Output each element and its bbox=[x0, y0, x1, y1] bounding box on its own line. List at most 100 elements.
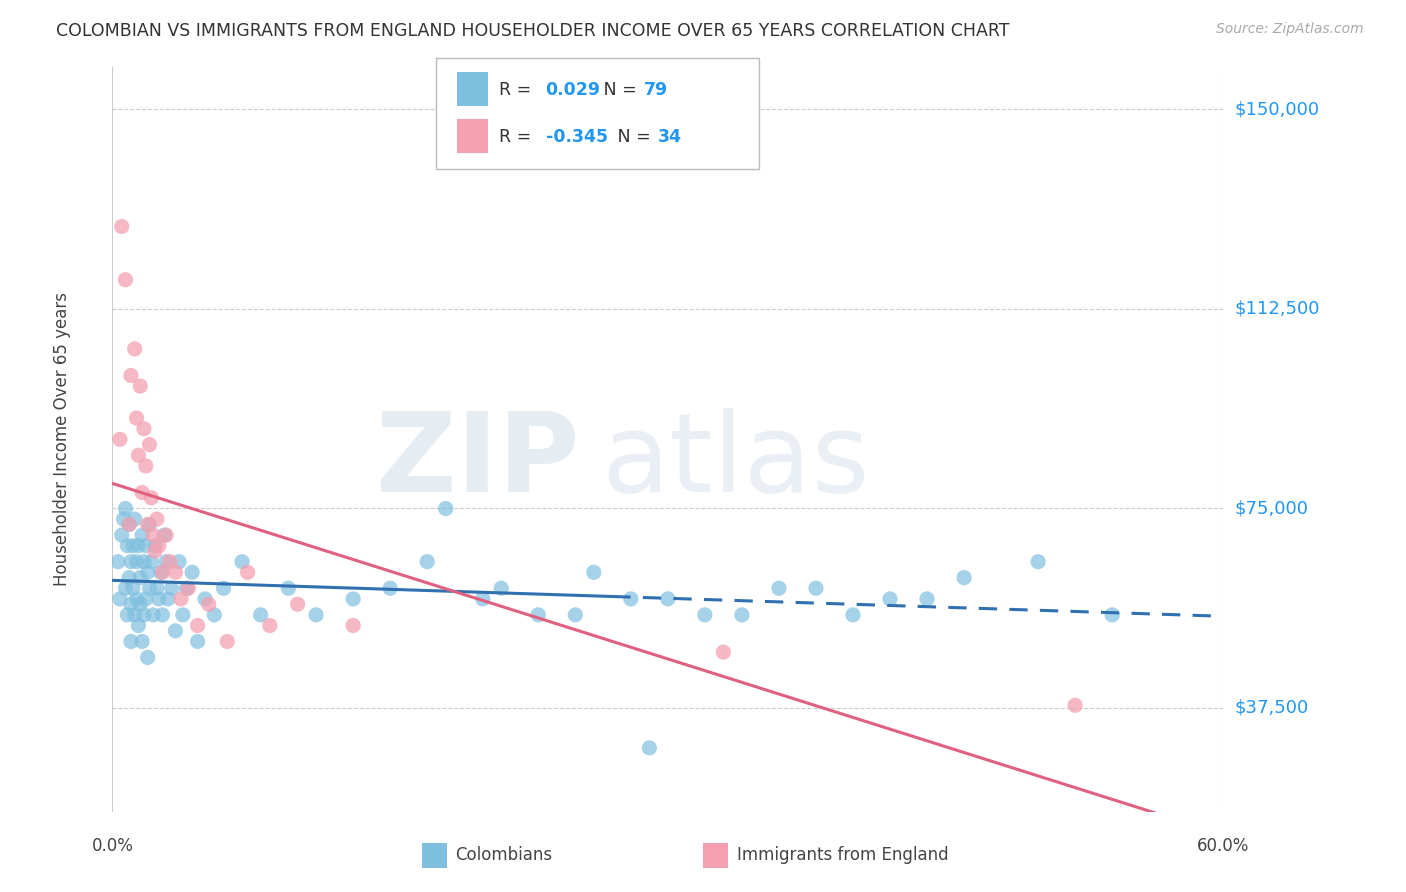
Point bbox=[143, 544, 166, 558]
Point bbox=[915, 591, 938, 606]
Point bbox=[197, 597, 219, 611]
Point bbox=[132, 607, 155, 622]
Point bbox=[491, 582, 513, 596]
Text: 60.0%: 60.0% bbox=[1197, 837, 1250, 855]
Point bbox=[167, 555, 190, 569]
Text: R =: R = bbox=[499, 81, 537, 99]
Point bbox=[159, 555, 181, 569]
Point bbox=[141, 491, 163, 505]
Point bbox=[141, 555, 163, 569]
Point bbox=[176, 582, 198, 596]
Point bbox=[804, 582, 827, 596]
Point bbox=[114, 582, 136, 596]
Point bbox=[416, 555, 439, 569]
Point bbox=[136, 566, 159, 580]
Point bbox=[120, 597, 142, 611]
Text: 79: 79 bbox=[644, 81, 668, 99]
Point bbox=[127, 618, 149, 632]
Point bbox=[564, 607, 586, 622]
Point bbox=[249, 607, 271, 622]
Point bbox=[155, 528, 177, 542]
Point bbox=[527, 607, 550, 622]
Text: 34: 34 bbox=[658, 128, 682, 146]
Point bbox=[713, 645, 735, 659]
Point bbox=[305, 607, 328, 622]
Point bbox=[638, 740, 661, 755]
Point bbox=[120, 634, 142, 648]
Point bbox=[131, 528, 153, 542]
Point bbox=[138, 582, 160, 596]
Point bbox=[138, 437, 160, 451]
Point bbox=[135, 539, 157, 553]
Point bbox=[120, 555, 142, 569]
Point bbox=[202, 607, 225, 622]
Point bbox=[236, 566, 259, 580]
Point bbox=[181, 566, 204, 580]
Point bbox=[217, 634, 239, 648]
Point bbox=[135, 458, 157, 473]
Point bbox=[117, 607, 139, 622]
Point bbox=[693, 607, 716, 622]
Point bbox=[135, 591, 157, 606]
Point bbox=[165, 624, 187, 638]
Point bbox=[127, 539, 149, 553]
Text: $75,000: $75,000 bbox=[1234, 500, 1309, 517]
Point bbox=[121, 582, 143, 596]
Point bbox=[342, 618, 364, 632]
Point bbox=[177, 582, 200, 596]
Point bbox=[582, 566, 605, 580]
Point bbox=[142, 607, 165, 622]
Point bbox=[1026, 555, 1049, 569]
Point bbox=[153, 528, 176, 542]
Text: Source: ZipAtlas.com: Source: ZipAtlas.com bbox=[1216, 22, 1364, 37]
Point bbox=[146, 582, 169, 596]
Text: $37,500: $37,500 bbox=[1234, 699, 1309, 717]
Point bbox=[129, 597, 152, 611]
Point bbox=[187, 618, 209, 632]
Point bbox=[129, 571, 152, 585]
Point bbox=[127, 448, 149, 462]
Point bbox=[657, 591, 679, 606]
Point bbox=[149, 566, 172, 580]
Text: N =: N = bbox=[598, 81, 641, 99]
Point bbox=[136, 650, 159, 665]
Point bbox=[172, 607, 194, 622]
Point bbox=[259, 618, 281, 632]
Point bbox=[842, 607, 865, 622]
Point bbox=[471, 591, 494, 606]
Point bbox=[170, 591, 193, 606]
Point bbox=[125, 411, 148, 425]
Point bbox=[187, 634, 209, 648]
Text: $150,000: $150,000 bbox=[1234, 101, 1319, 119]
Point bbox=[125, 591, 148, 606]
Point bbox=[380, 582, 402, 596]
Point bbox=[118, 517, 141, 532]
Point bbox=[118, 571, 141, 585]
Point bbox=[1101, 607, 1123, 622]
Point bbox=[121, 539, 143, 553]
Point bbox=[107, 555, 129, 569]
Point bbox=[620, 591, 643, 606]
Point bbox=[132, 555, 155, 569]
Point bbox=[136, 517, 159, 532]
Point bbox=[114, 273, 136, 287]
Point bbox=[125, 555, 148, 569]
Text: $112,500: $112,500 bbox=[1234, 300, 1320, 318]
Text: Immigrants from England: Immigrants from England bbox=[737, 846, 949, 863]
Point bbox=[108, 432, 131, 446]
Point bbox=[124, 512, 146, 526]
Text: Householder Income Over 65 years: Householder Income Over 65 years bbox=[53, 293, 72, 586]
Point bbox=[114, 501, 136, 516]
Text: R =: R = bbox=[499, 128, 537, 146]
Point bbox=[120, 368, 142, 383]
Point bbox=[148, 539, 170, 553]
Point bbox=[157, 591, 180, 606]
Point bbox=[148, 591, 170, 606]
Point bbox=[731, 607, 754, 622]
Point bbox=[155, 555, 177, 569]
Text: atlas: atlas bbox=[602, 409, 870, 516]
Text: N =: N = bbox=[612, 128, 655, 146]
Point bbox=[118, 517, 141, 532]
Text: ZIP: ZIP bbox=[375, 409, 579, 516]
Point bbox=[129, 379, 152, 393]
